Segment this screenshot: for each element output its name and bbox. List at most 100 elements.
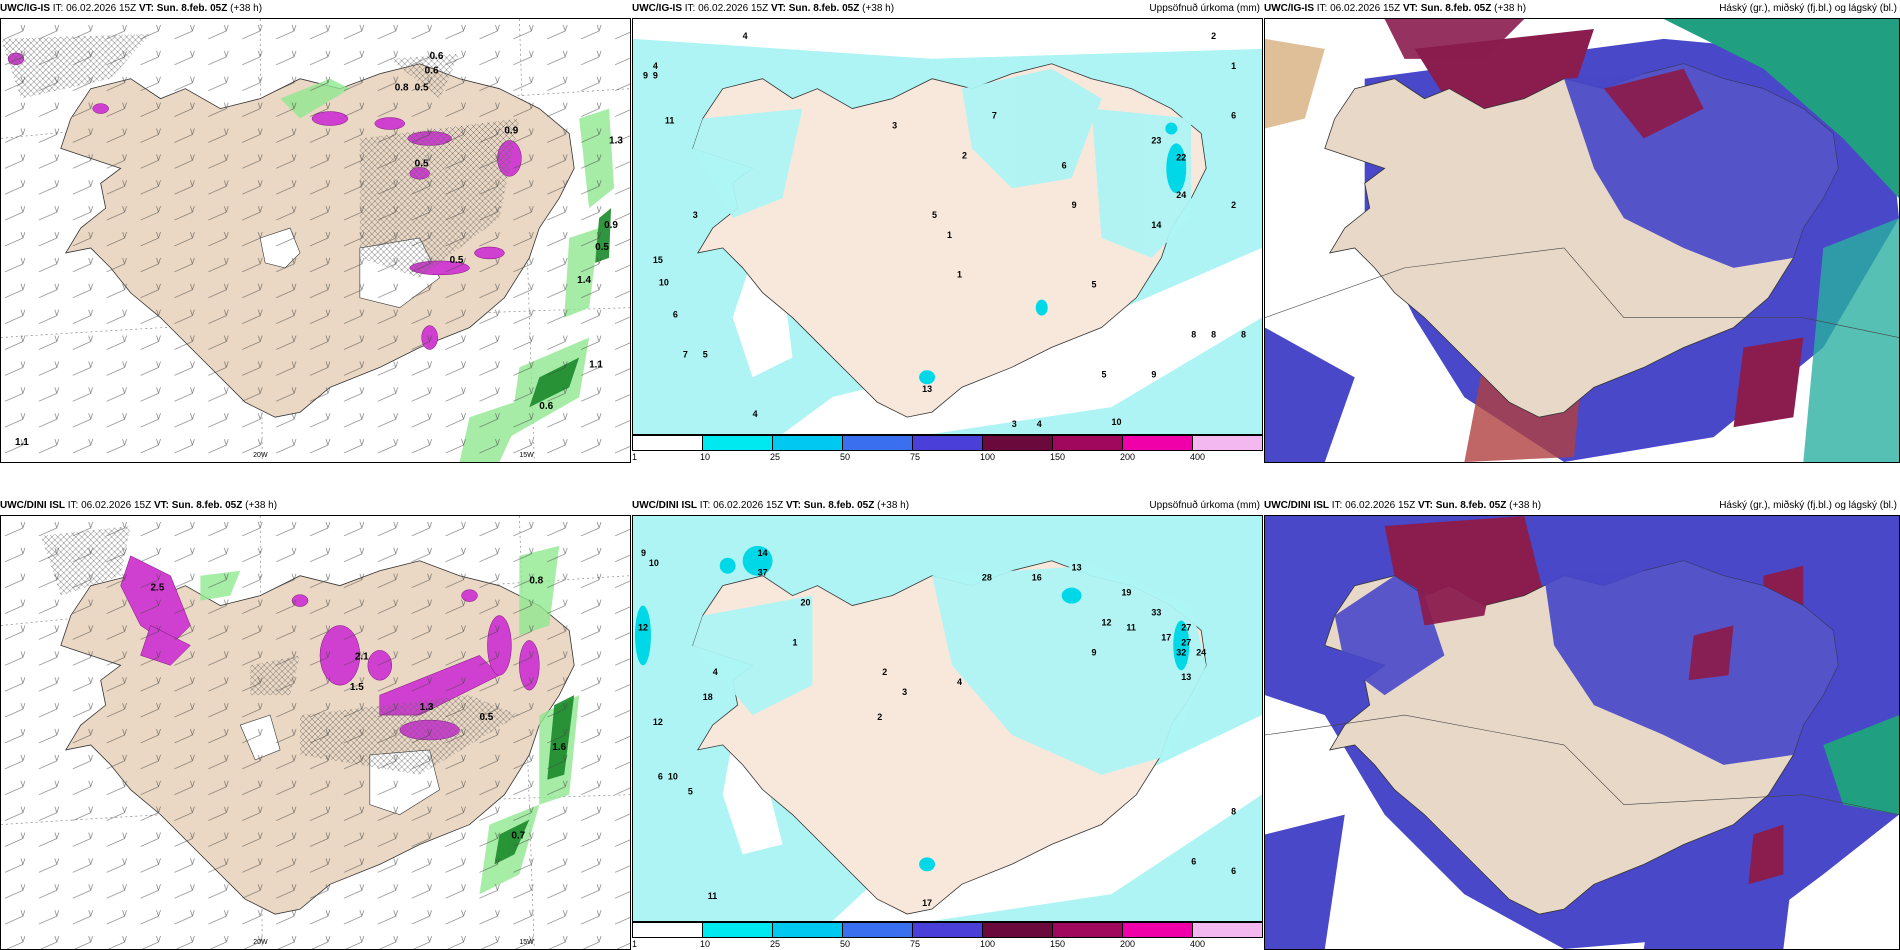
- legend-tick: 75: [910, 452, 921, 462]
- value-label: 5: [688, 787, 693, 797]
- panel-row2-precip: UWC/DINI ISL IT: 06.02.2026 15Z VT: Sun.…: [632, 497, 1263, 950]
- value-label: 1: [957, 270, 962, 280]
- legend-swatch: [703, 923, 773, 937]
- value-label: 17: [922, 898, 932, 908]
- value-label: 1: [1231, 61, 1236, 71]
- model-label: UWC/IG-IS: [1264, 3, 1314, 14]
- legend-swatch: [1123, 436, 1193, 450]
- model-label: UWC/IG-IS: [0, 3, 50, 14]
- cloud-map[interactable]: [1264, 18, 1900, 463]
- lead-label: (+38 h): [1509, 500, 1542, 511]
- value-label: 24: [1176, 190, 1186, 200]
- value-label: 2: [877, 712, 882, 722]
- cloud-legend-label: Háský (gr.), miðský (fj.bl.) og lágský (…: [1719, 500, 1897, 511]
- value-label: 18: [703, 692, 713, 702]
- value-label: 1.1: [15, 437, 29, 448]
- value-label: 0.9: [504, 125, 518, 136]
- value-label: 7: [992, 111, 997, 121]
- legend-tick: 75: [910, 939, 921, 949]
- value-label: 8: [1231, 807, 1236, 817]
- precip-map[interactable]: 4 2 4 9 9 11 3 2 6 5 15 10 7 9 5 8 7 6 3…: [632, 18, 1263, 435]
- value-label: 3: [902, 687, 907, 697]
- precip-units-label: Uppsöfnuð úrkoma (mm): [1149, 500, 1260, 511]
- it-label: IT: 06.02.2026 15Z: [699, 500, 784, 511]
- value-label: 2: [962, 150, 967, 160]
- legend-swatch: [1053, 923, 1123, 937]
- value-label: 10: [649, 558, 659, 568]
- value-label: 2: [1211, 31, 1216, 41]
- value-label: 20: [800, 598, 810, 608]
- it-label: IT: 06.02.2026 15Z: [684, 3, 769, 14]
- value-label: 4: [1037, 419, 1042, 429]
- value-label: 1.5: [350, 682, 364, 693]
- value-label: 0.6: [430, 51, 444, 62]
- value-label: 3: [1012, 419, 1017, 429]
- vt-label: VT: Sun. 8.feb. 05Z: [785, 500, 875, 511]
- x-axis-label: 20W: [253, 452, 268, 459]
- it-label: IT: 06.02.2026 15Z: [67, 500, 152, 511]
- wind-snow-map[interactable]: 0.6 0.8 0.5 0.6 0.9 0.5 1.4 1.1 1.3 0.6 …: [0, 18, 631, 463]
- legend-tick: 200: [1120, 452, 1136, 462]
- value-label: 27: [1181, 637, 1191, 647]
- value-label: 1.1: [589, 359, 603, 370]
- it-label: IT: 06.02.2026 15Z: [52, 3, 137, 14]
- lead-label: (+38 h): [862, 3, 895, 14]
- cloud-map[interactable]: [1264, 515, 1900, 950]
- value-label: 6: [1231, 111, 1236, 121]
- map-canvas: 9 10 12 12 10 6 5 14 37 20 28 16 13 19 3…: [633, 516, 1262, 921]
- value-label: 33: [1151, 608, 1161, 618]
- cloud-legend-label: Háský (gr.), miðský (fj.bl.) og lágský (…: [1719, 3, 1897, 14]
- vt-label: VT: Sun. 8.feb. 05Z: [1402, 3, 1492, 14]
- legend-swatch: [633, 923, 703, 937]
- value-label: 3: [693, 210, 698, 220]
- precip-map[interactable]: 9 10 12 12 10 6 5 14 37 20 28 16 13 19 3…: [632, 515, 1263, 922]
- value-label: 9: [1072, 200, 1077, 210]
- value-label: 37: [758, 568, 768, 578]
- legend-tick: 25: [770, 939, 781, 949]
- value-label: 10: [668, 772, 678, 782]
- panel-title: UWC/DINI ISL IT: 06.02.2026 15Z VT: Sun.…: [632, 497, 1263, 515]
- legend-tick: 10: [700, 939, 711, 949]
- value-label: 0.5: [415, 83, 429, 94]
- value-label: 24: [1196, 647, 1206, 657]
- it-label: IT: 06.02.2026 15Z: [1331, 500, 1416, 511]
- value-label: 32: [1176, 647, 1186, 657]
- legend-swatch: [843, 436, 913, 450]
- value-label: 1.3: [420, 702, 434, 713]
- value-label: 1: [792, 637, 797, 647]
- wind-snow-map[interactable]: 0.8 0.7 1.6 2.1 1.5 1.3 0.5 2.5 20W 15W: [0, 515, 631, 950]
- panel-title: UWC/IG-IS IT: 06.02.2026 15Z VT: Sun. 8.…: [632, 0, 1263, 18]
- value-label: 6: [1062, 160, 1067, 170]
- panel-title: UWC/IG-IS IT: 06.02.2026 15Z VT: Sun. 8.…: [1264, 0, 1900, 18]
- value-label: 0.8: [395, 83, 409, 94]
- legend-tick: 1: [632, 939, 638, 949]
- value-label: 2: [1231, 200, 1236, 210]
- map-canvas: 4 2 4 9 9 11 3 2 6 5 15 10 7 9 5 8 7 6 3…: [633, 19, 1262, 434]
- legend-swatch: [773, 436, 843, 450]
- value-label: 9: [641, 548, 646, 558]
- value-label: 5: [932, 210, 937, 220]
- panel-title: UWC/IG-IS IT: 06.02.2026 15Z VT: Sun. 8.…: [0, 0, 631, 18]
- x-axis-label: 15W: [519, 939, 534, 946]
- legend-swatch: [773, 923, 843, 937]
- model-label: UWC/DINI ISL: [632, 500, 697, 511]
- value-label: 0.5: [479, 712, 493, 723]
- vt-label: VT: Sun. 8.feb. 05Z: [1417, 500, 1507, 511]
- value-label: 14: [1151, 220, 1161, 230]
- value-label: 6: [1231, 866, 1236, 876]
- lead-label: (+38 h): [245, 500, 278, 511]
- precip-legend: 1 10 25 50 75 100 150 200 400: [632, 435, 1263, 463]
- value-label: 12: [638, 622, 648, 632]
- value-label: 12: [1102, 617, 1112, 627]
- panel-row2-wind-snow: UWC/DINI ISL IT: 06.02.2026 15Z VT: Sun.…: [0, 497, 631, 950]
- value-label: 10: [659, 278, 669, 288]
- value-label: 8: [1191, 329, 1196, 339]
- value-label: 0.9: [604, 220, 618, 231]
- x-axis-label: 15W: [519, 452, 534, 459]
- value-label: 5: [703, 349, 708, 359]
- map-canvas: [1265, 19, 1899, 462]
- legend-swatch: [913, 923, 983, 937]
- legend-swatch: [633, 436, 703, 450]
- legend-tick: 50: [840, 452, 851, 462]
- model-label: UWC/DINI ISL: [1264, 500, 1329, 511]
